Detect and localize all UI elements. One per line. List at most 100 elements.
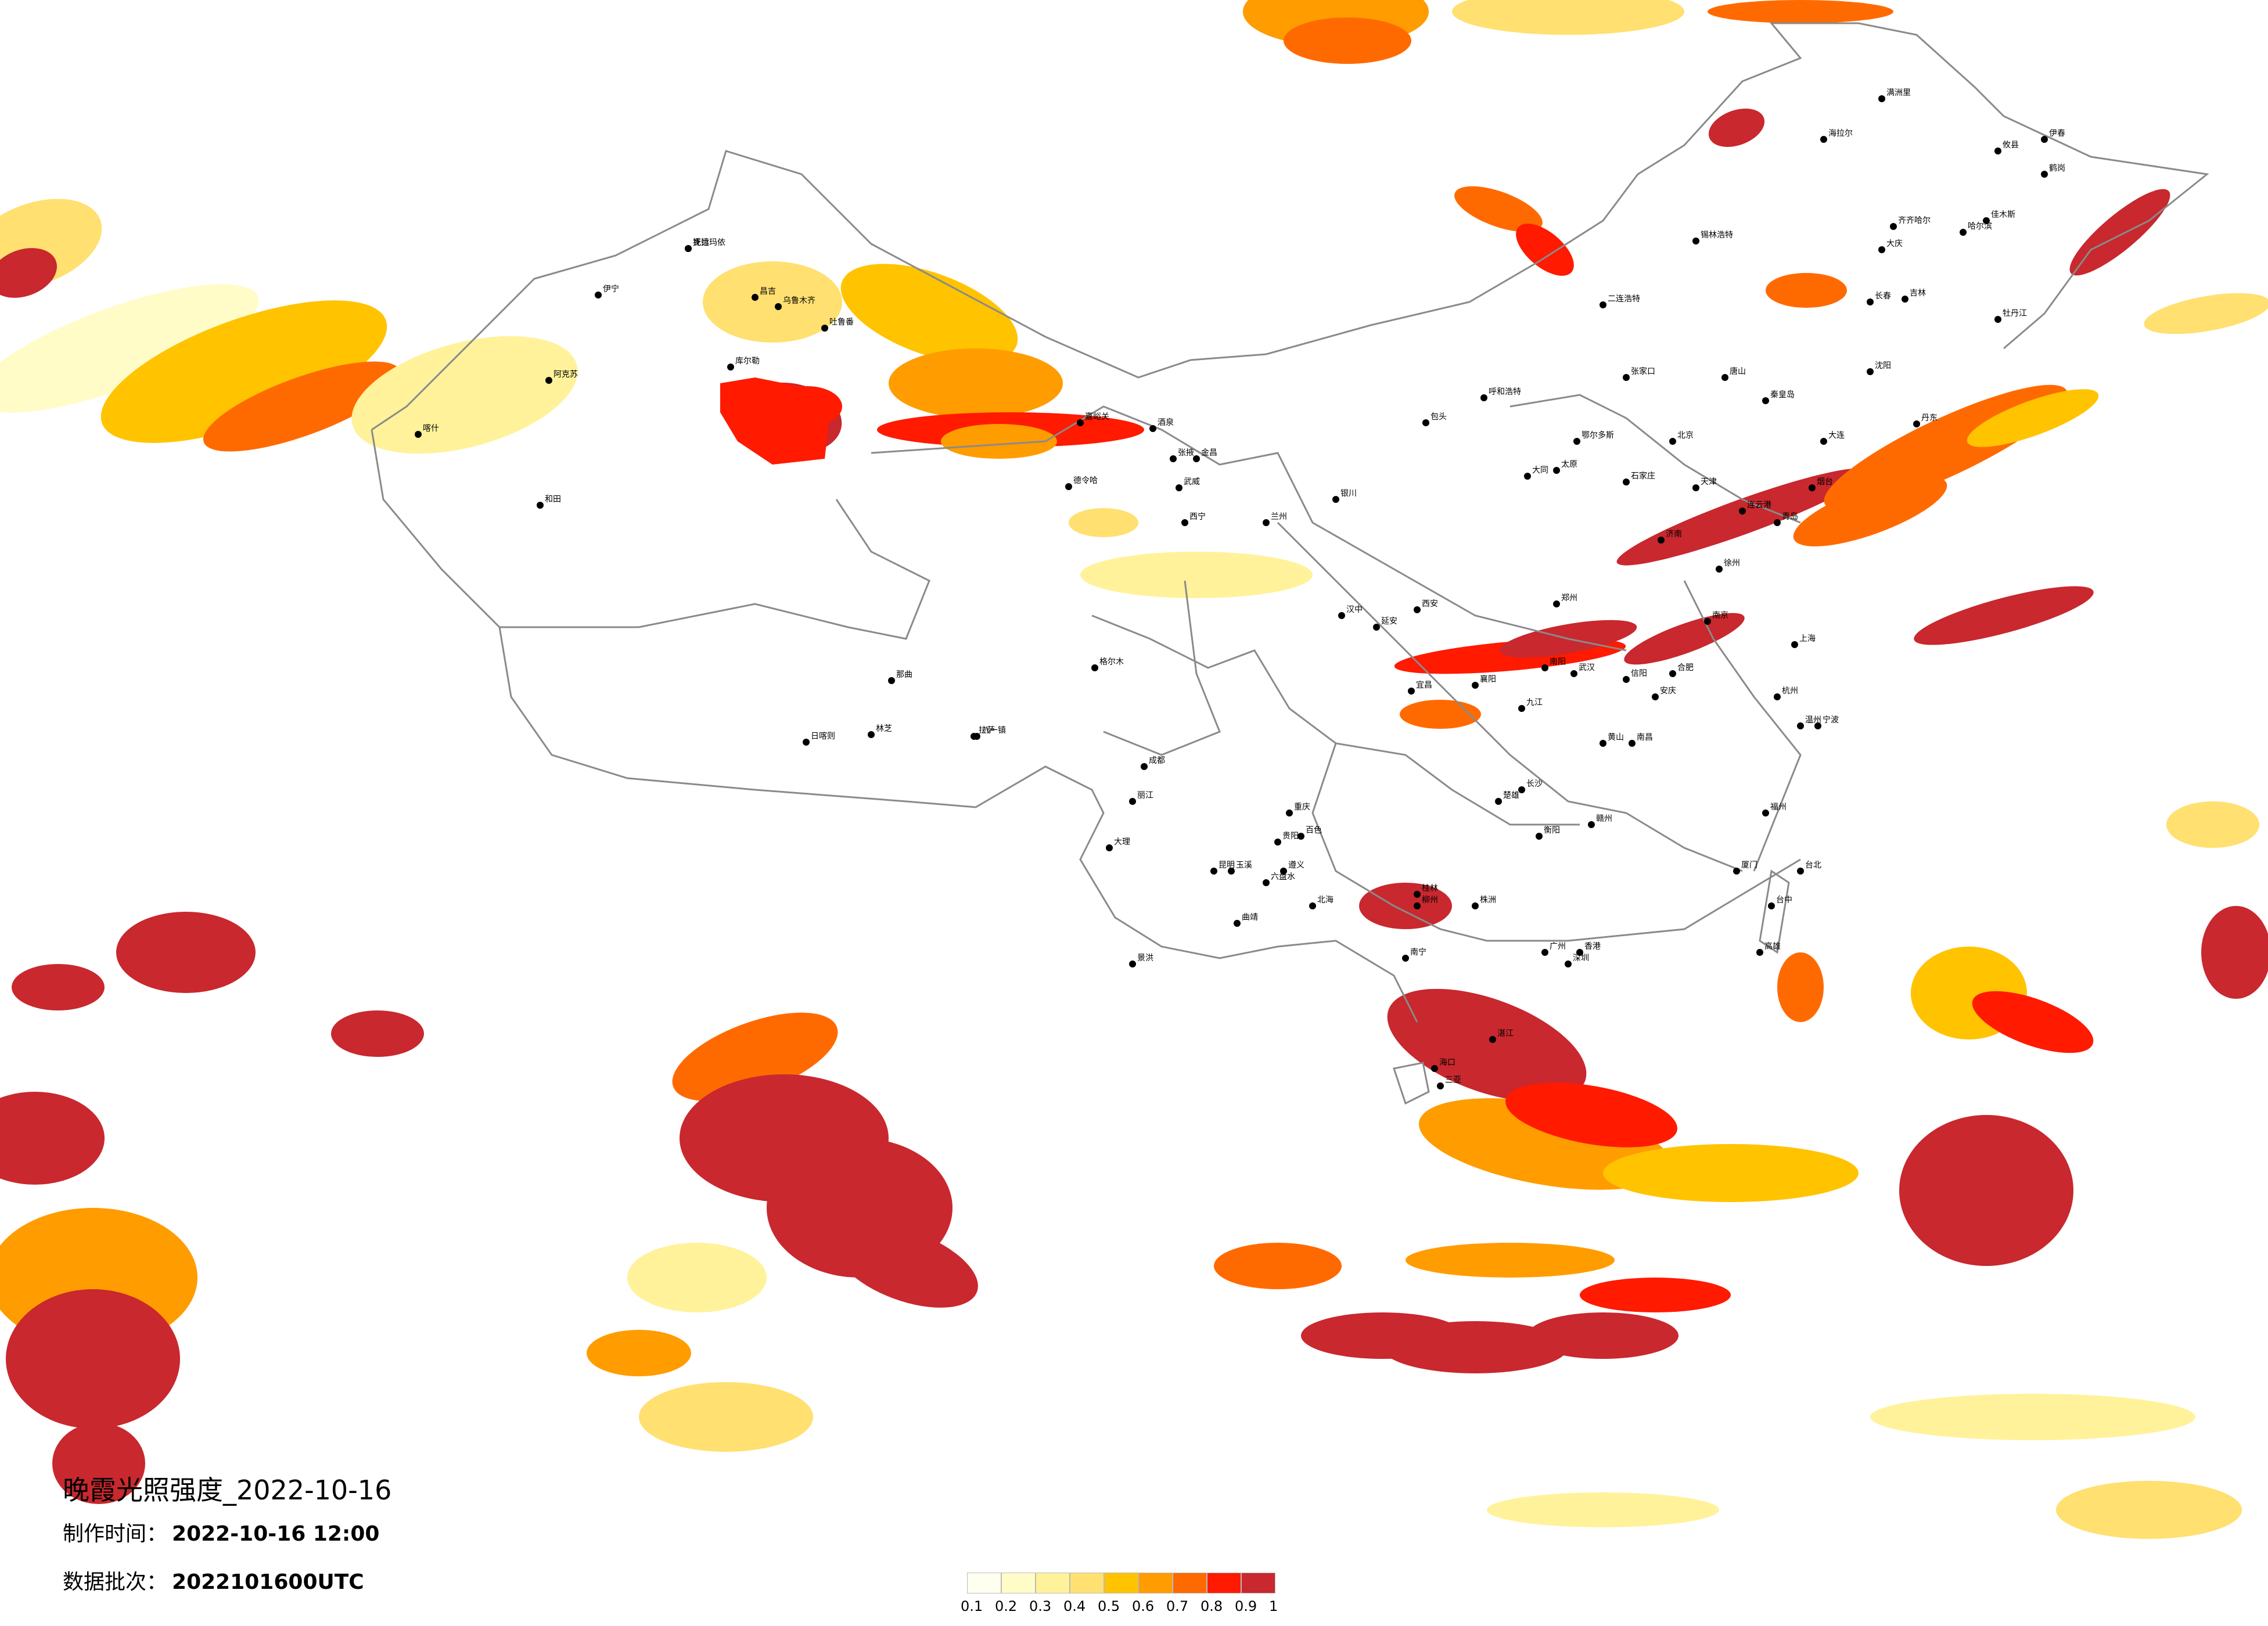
city-label: 石家庄 bbox=[1631, 471, 1655, 481]
legend-tick: 0.4 bbox=[1063, 1598, 1086, 1614]
intensity-blob bbox=[1616, 468, 1868, 566]
city-label: 宁波 bbox=[1823, 715, 1839, 725]
city-dot bbox=[1762, 810, 1769, 816]
legend-ticks: 0.1 0.2 0.3 0.4 0.5 0.6 0.7 0.8 0.9 1 bbox=[953, 1598, 1347, 1621]
city-dot bbox=[1408, 688, 1415, 695]
city-label: 成都 bbox=[1149, 756, 1165, 765]
boundary-line bbox=[1393, 1062, 1430, 1105]
city-dot bbox=[1553, 600, 1560, 607]
intensity-blob bbox=[1284, 17, 1411, 64]
city-dot bbox=[1263, 879, 1270, 886]
city-label: 曲靖 bbox=[1242, 913, 1258, 922]
city-label: 大庆 bbox=[1886, 239, 1903, 249]
boundary-line bbox=[499, 499, 930, 640]
city-label: 海口 bbox=[1439, 1058, 1455, 1067]
city-label: 百色 bbox=[1306, 825, 1322, 835]
city-dot bbox=[1994, 148, 2001, 154]
city-dot bbox=[1867, 368, 1874, 375]
intensity-blob bbox=[1080, 552, 1313, 598]
intensity-blob bbox=[840, 264, 1018, 364]
city-dot bbox=[1716, 566, 1723, 573]
city-label: 衡阳 bbox=[1544, 826, 1560, 835]
intensity-blob bbox=[1214, 1243, 1342, 1289]
city-label: 武威 bbox=[1184, 477, 1200, 487]
city-dot bbox=[2041, 171, 2048, 178]
city-dot bbox=[1234, 920, 1241, 927]
intensity-blob bbox=[1766, 273, 1847, 308]
city-label: 遵义 bbox=[1288, 860, 1304, 870]
city-dot bbox=[1600, 301, 1606, 308]
intensity-blob bbox=[639, 1382, 813, 1452]
city-label: 昆明 bbox=[1219, 861, 1235, 870]
city-label: 北海 bbox=[1317, 895, 1334, 905]
city-label: 景洪 bbox=[1137, 954, 1153, 963]
city-label: 柳州 bbox=[1422, 895, 1438, 905]
city-dot bbox=[1983, 217, 1990, 224]
city-label: 深圳 bbox=[1573, 954, 1589, 963]
city-dot bbox=[1495, 798, 1502, 805]
intensity-blob bbox=[1624, 613, 1745, 665]
city-label: 牡丹江 bbox=[2003, 309, 2027, 318]
city-dot bbox=[1576, 949, 1583, 956]
intensity-blob bbox=[1777, 952, 1824, 1022]
city-dot bbox=[1489, 1036, 1496, 1043]
city-dot bbox=[1721, 374, 1728, 381]
city-label: 香港 bbox=[1584, 942, 1601, 951]
city-label: 攸县 bbox=[2003, 141, 2019, 150]
city-label: 武汉 bbox=[1579, 663, 1595, 672]
city-label: 郑州 bbox=[1561, 593, 1577, 603]
boundary-lines bbox=[371, 22, 2209, 1105]
map-title: 晚霞光照强度_2022-10-16 bbox=[63, 1474, 392, 1506]
intensity-blob bbox=[941, 424, 1057, 459]
city-label: 佳木斯 bbox=[1991, 210, 2015, 220]
city-label: 丽江 bbox=[1137, 791, 1153, 800]
city-label: 八一镇 bbox=[982, 726, 1006, 735]
intensity-blob bbox=[1069, 508, 1138, 537]
city-dot bbox=[1902, 296, 1908, 303]
legend-swatch bbox=[1001, 1573, 1036, 1593]
city-label: 克拉玛依 bbox=[693, 238, 725, 247]
intensity-blob bbox=[1505, 1082, 1677, 1147]
city-label: 福州 bbox=[1770, 803, 1787, 812]
city-label: 汉中 bbox=[1346, 605, 1363, 614]
city-label: 丹东 bbox=[1921, 413, 1938, 423]
city-label: 包头 bbox=[1430, 412, 1447, 422]
city-label: 南京 bbox=[1712, 611, 1728, 620]
city-dot bbox=[868, 731, 875, 738]
city-label: 青岛 bbox=[1782, 512, 1798, 521]
city-dot bbox=[1524, 473, 1531, 480]
city-label: 鄂尔多斯 bbox=[1582, 430, 1614, 440]
city-dot bbox=[1149, 425, 1156, 432]
city-dot bbox=[1373, 624, 1380, 631]
legend-tick: 0.6 bbox=[1132, 1598, 1155, 1614]
city-label: 格尔木 bbox=[1099, 657, 1124, 667]
intensity-blob bbox=[12, 964, 105, 1010]
city-label: 广州 bbox=[1550, 942, 1566, 951]
city-dot bbox=[1774, 693, 1781, 700]
intensity-blob bbox=[2069, 189, 2170, 276]
city-label: 南宁 bbox=[1410, 947, 1426, 957]
city-dot bbox=[1733, 868, 1740, 875]
boundary-line bbox=[1311, 743, 1801, 942]
city-dot bbox=[1472, 902, 1479, 909]
city-dot bbox=[1414, 606, 1421, 613]
city-label: 上海 bbox=[1799, 634, 1816, 643]
intensity-blob bbox=[1914, 586, 2094, 645]
intensity-blob bbox=[1972, 991, 2094, 1053]
city-label: 呼和浩特 bbox=[1489, 387, 1521, 397]
city-dot bbox=[1297, 833, 1304, 840]
city-dot bbox=[1573, 438, 1580, 445]
city-dot bbox=[1181, 519, 1188, 526]
legend-tick: 0.8 bbox=[1201, 1598, 1223, 1614]
city-label: 高雄 bbox=[1764, 941, 1781, 951]
city-label: 那曲 bbox=[896, 670, 912, 679]
legend-tick: 1 bbox=[1269, 1598, 1278, 1614]
city-dot bbox=[1890, 223, 1897, 230]
city-label: 大理 bbox=[1114, 837, 1130, 847]
city-dot bbox=[1280, 868, 1287, 875]
city-label: 吉林 bbox=[1910, 289, 1926, 298]
city-dot bbox=[1129, 798, 1136, 805]
city-dot bbox=[1570, 670, 1577, 677]
city-label: 大连 bbox=[1828, 431, 1845, 440]
city-dot bbox=[1756, 949, 1763, 956]
